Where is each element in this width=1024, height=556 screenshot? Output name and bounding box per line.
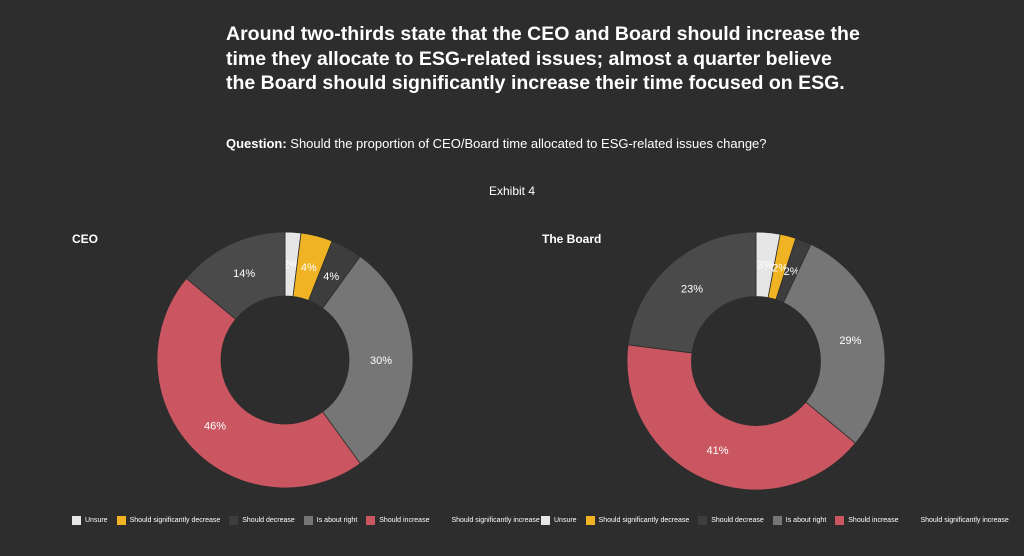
slice-label-1-4: 41%: [707, 445, 729, 457]
legend-item-0-4: Should increase: [366, 516, 429, 525]
legend-item-0-0: Unsure: [72, 516, 108, 525]
donut-hole-1: [691, 296, 821, 426]
legend-swatch: [303, 516, 313, 525]
legend-swatch: [772, 516, 782, 525]
question-label: Question:: [226, 136, 287, 151]
legend-swatch: [366, 516, 376, 525]
legend-item-1-0: Unsure: [541, 516, 577, 525]
legend-label: Should significantly decrease: [598, 517, 690, 524]
legend-item-1-5: Should significantly increase: [907, 516, 1009, 525]
legend-label: Should decrease: [711, 517, 764, 524]
legend-item-1-3: Is about right: [772, 516, 827, 525]
legend-swatch: [438, 516, 448, 525]
legend-label: Should significantly increase: [920, 517, 1009, 524]
board-chart-title: The Board: [542, 232, 602, 246]
legend-item-0-3: Is about right: [303, 516, 358, 525]
board-donut-chart: 3% 2%2%29%41%23%: [626, 231, 886, 491]
ceo-donut-chart: 2% 4%4%30%46%14%: [156, 231, 414, 489]
question-text: Should the proportion of CEO/Board time …: [286, 136, 767, 151]
slice-label-0-5: 14%: [233, 268, 255, 280]
slice-label-1-1: 2%: [772, 262, 788, 274]
legend-item-0-5: Should significantly increase: [438, 516, 540, 525]
legend-swatch: [907, 516, 917, 525]
slice-label-0-3: 30%: [370, 355, 392, 367]
slice-label-0-2: 4%: [323, 271, 339, 283]
legend-label: Should decrease: [242, 517, 295, 524]
legend-label: Should increase: [379, 517, 430, 524]
legend-label: Should significantly decrease: [129, 517, 221, 524]
headline: Around two-thirds state that the CEO and…: [226, 23, 860, 94]
legend-item-0-2: Should decrease: [229, 516, 295, 525]
slice-label-1-5: 23%: [681, 283, 703, 295]
legend-label: Unsure: [85, 517, 108, 524]
legend-label: Should increase: [848, 517, 899, 524]
legend-label: Is about right: [316, 517, 358, 524]
legend-swatch: [541, 516, 550, 525]
slice-label-0-1: 4%: [301, 262, 317, 274]
legend-swatch: [72, 516, 81, 525]
legend-item-1-2: Should decrease: [698, 516, 764, 525]
legend-swatch: [835, 516, 845, 525]
exhibit-label: Exhibit 4: [488, 184, 536, 198]
legend-swatch: [229, 516, 239, 525]
ceo-legend: Unsure Should significantly decrease Shoul…: [72, 516, 549, 525]
slice-label-1-2: 2%: [784, 266, 800, 278]
donut-hole-0: [221, 296, 349, 424]
legend-item-1-1: Should significantly decrease: [585, 516, 690, 525]
question: Question: Should the proportion of CEO/B…: [226, 136, 926, 151]
slice-label-0-4: 46%: [204, 421, 226, 433]
legend-swatch: [116, 516, 126, 525]
legend-item-1-4: Should increase: [835, 516, 898, 525]
legend-label: Unsure: [554, 517, 577, 524]
slice-label-1-0: 3%: [757, 260, 773, 272]
board-legend: Unsure Should significantly decrease Shoul…: [541, 516, 1018, 525]
legend-item-0-1: Should significantly decrease: [116, 516, 221, 525]
slice-label-0-0: 2%: [283, 259, 299, 271]
legend-label: Is about right: [785, 517, 827, 524]
legend-swatch: [585, 516, 595, 525]
ceo-chart-title: CEO: [72, 232, 99, 246]
slice-label-1-3: 29%: [839, 335, 861, 347]
legend-swatch: [698, 516, 708, 525]
legend-label: Should significantly increase: [451, 517, 540, 524]
